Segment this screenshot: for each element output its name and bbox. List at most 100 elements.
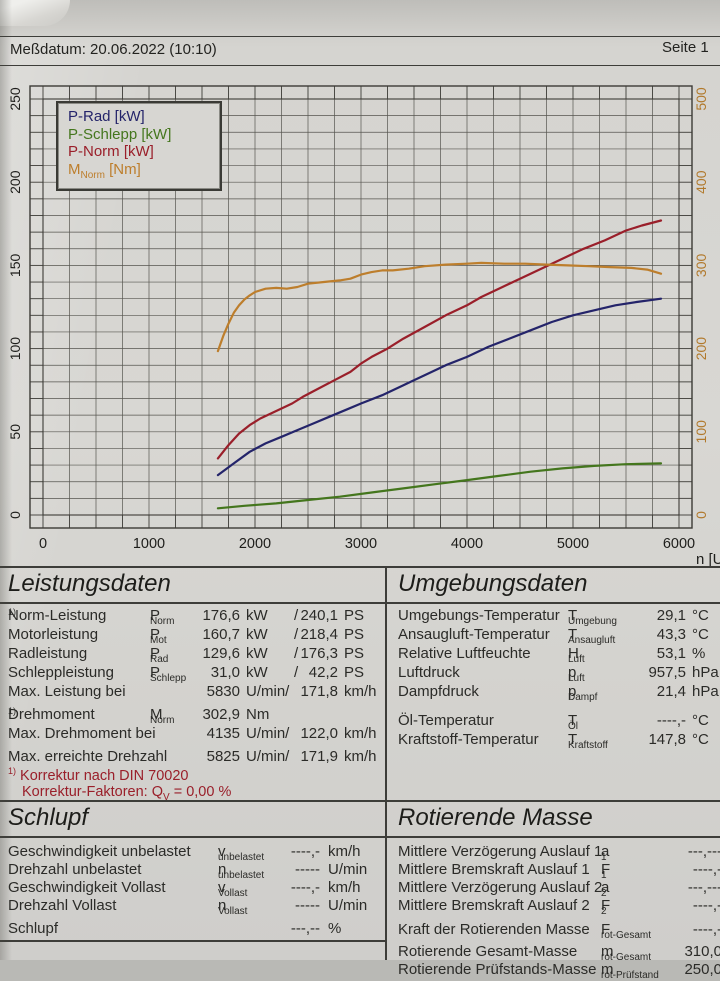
y-left-tick-label: 0 <box>7 511 23 519</box>
y-right-tick-label: 200 <box>693 337 709 361</box>
row-value-2: 240,1 <box>300 607 338 624</box>
row-value: 310,0 <box>684 943 720 960</box>
y-left-tick-label: 200 <box>7 170 23 194</box>
paper-corner-curl <box>0 0 70 26</box>
y-right-tick-label: 0 <box>693 511 709 519</box>
row-unit: °C <box>692 712 709 729</box>
row-unit-2: PS <box>344 664 365 681</box>
row-value: ----- <box>295 897 320 914</box>
footnote-1: 1) Korrektur nach DIN 70020 <box>8 766 189 784</box>
table-row: Max. Leistung bei 5830 U/min/ 171,8 km/h <box>8 683 377 700</box>
schlupf-bottom-line <box>0 940 385 942</box>
legend-item-p-norm: P-Norm [kW] <box>68 143 220 161</box>
paper-top-edge <box>0 0 720 36</box>
row-label: Drehmoment 1) <box>8 706 95 723</box>
x-axis-tick-label: 0 <box>39 536 47 552</box>
row-separator: / <box>294 607 299 624</box>
table-row: Radleistung P Rad 129,6 kW / 176,3 PS <box>8 645 365 665</box>
row-value-2: 176,3 <box>300 645 338 662</box>
heading-underline <box>0 836 720 838</box>
row-unit-1: U/min/ <box>246 725 290 742</box>
row-unit-1: kW <box>246 664 268 681</box>
row-value: ----,- <box>692 897 720 914</box>
row-value-1: 302,9 <box>202 706 240 723</box>
table-row: Ansaugluft-Temperatur T Ansaugluft 43,3 °… <box>398 626 709 646</box>
table-row: Dampfdruck p Dampf 21,4 hPa <box>398 683 719 703</box>
row-symbol: T Umgebung <box>568 607 617 627</box>
row-value-2: 42,2 <box>308 664 338 681</box>
y-right-tick-label: 400 <box>693 170 709 194</box>
table-row: Relative Luftfeuchte H Luft 53,1 % <box>398 645 706 665</box>
row-value: 147,8 <box>648 731 686 748</box>
table-row: Umgebungs-Temperatur T Umgebung 29,1 °C <box>398 607 709 627</box>
y-left-tick-label: 100 <box>7 337 23 361</box>
legend-label-subscript: Norm <box>80 169 105 181</box>
row-symbol: p Dampf <box>568 683 598 703</box>
row-separator: / <box>294 664 299 681</box>
row-unit-2: km/h <box>344 683 377 700</box>
legend-label: M <box>68 160 81 178</box>
curve-m-norm-nm <box>216 261 663 353</box>
legend-item-m-norm: MNorm [Nm] <box>68 161 220 185</box>
row-value: 21,4 <box>656 683 686 700</box>
row-unit-1: kW <box>246 626 268 643</box>
report-header: Meßdatum: 20.06.2022 (10:10) Seite 1 <box>0 36 720 66</box>
row-value-1: 31,0 <box>210 664 240 681</box>
legend-label: P-Norm [kW] <box>68 143 154 160</box>
row-label: Norm-Leistung 1) <box>8 607 107 624</box>
dyno-chart: 0 1000 2000 3000 4000 5000 6000 0 50 100 150 200 250… <box>0 70 720 570</box>
row-symbol: m rot-Gesamt <box>601 943 652 963</box>
row-value-1: 5830 <box>206 683 240 700</box>
row-value: 957,5 <box>648 664 686 681</box>
curve-p-schlepp-kw <box>216 462 663 510</box>
section-title-umgebungsdaten: Umgebungsdaten <box>398 570 588 597</box>
x-axis-tick-label: 3000 <box>345 536 377 552</box>
section-divider-line <box>0 800 720 802</box>
x-axis-tick-label: 1000 <box>133 536 165 552</box>
row-value: ----,- <box>692 861 720 878</box>
row-unit-1: U/min/ <box>246 683 290 700</box>
legend-item-p-rad: P-Rad [kW] <box>68 108 220 126</box>
table-row: Kraftstoff-Temperatur T Kraftstoff 147,8 … <box>398 731 709 751</box>
row-value: 43,3 <box>656 626 686 643</box>
row-value-1: 4135 <box>206 725 240 742</box>
row-unit: km/h <box>328 879 361 896</box>
y-left-tick-label: 250 <box>7 87 23 111</box>
row-unit: °C <box>692 626 709 643</box>
row-value: 29,1 <box>656 607 686 624</box>
table-row: Geschwindigkeit Vollast v Vollast ----,- … <box>8 879 361 899</box>
table-row: Motorleistung P Mot 160,7 kW / 218,4 PS <box>8 626 365 646</box>
row-symbol: P Norm <box>150 607 175 627</box>
row-value: ---,--- <box>687 879 720 896</box>
curve-p-norm-kw <box>216 219 663 460</box>
table-row: Geschwindigkeit unbelastet v unbelastet -… <box>8 843 361 863</box>
page-number: Seite 1 <box>662 39 709 56</box>
measurement-date: Meßdatum: 20.06.2022 (10:10) <box>10 41 217 58</box>
table-row: Luftdruck p Luft 957,5 hPa <box>398 664 719 684</box>
row-value: ----,- <box>656 712 686 729</box>
table-row: Drehzahl unbelastet n unbelastet ----- U/… <box>8 861 368 881</box>
y-left-tick-label: 50 <box>7 424 23 440</box>
row-symbol: n unbelastet <box>218 861 265 881</box>
table-row: Rotierende Prüfstands-Masse m rot-Prüfsta… <box>398 961 720 981</box>
row-value-1: 176,6 <box>202 607 240 624</box>
row-unit-1: U/min/ <box>246 748 290 765</box>
table-row: Norm-Leistung 1) P Norm 176,6 kW / 240,1 P… <box>0 607 720 627</box>
table-row: Rotierende Gesamt-Masse m rot-Gesamt 310,… <box>398 943 720 963</box>
table-row: Schlupf ---,-- % <box>8 920 342 937</box>
x-axis-tick-label: 5000 <box>557 536 589 552</box>
row-unit: U/min <box>328 897 368 914</box>
chart-legend: P-Rad [kW] P-Schlepp [kW] P-Norm [kW] MN… <box>56 101 222 191</box>
curve-p-rad-kw <box>216 297 663 477</box>
row-value-2: 171,8 <box>300 683 338 700</box>
row-symbol: v unbelastet <box>218 843 265 863</box>
row-symbol: T Ansaugluft <box>568 626 616 646</box>
row-symbol: P Rad <box>150 645 169 665</box>
row-separator: / <box>294 645 299 662</box>
row-symbol: P Mot <box>150 626 167 646</box>
